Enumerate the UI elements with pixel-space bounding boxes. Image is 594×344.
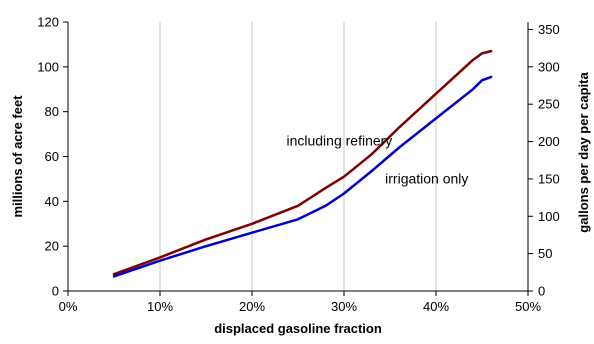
series-annotation-1: including refinery — [286, 132, 392, 148]
y2-tick-label: 350 — [538, 22, 560, 37]
annotations: including refinery irrigation only — [286, 132, 468, 186]
x-tick-label: 0% — [59, 299, 78, 314]
y2-tick-label: 50 — [538, 246, 552, 261]
x-tick-label: 50% — [515, 299, 541, 314]
series-annotation-2: irrigation only — [385, 170, 468, 186]
x-tick-label: 30% — [331, 299, 357, 314]
y-axis-title: millions of acre feet — [10, 95, 25, 218]
y-tick-label: 20 — [45, 239, 59, 254]
y-tick-label: 60 — [45, 149, 59, 164]
y2-axis-title: gallons per day per capita — [576, 72, 591, 233]
y-tick-label: 100 — [37, 59, 59, 74]
y2-tick-label: 300 — [538, 59, 560, 74]
y-tick-label: 120 — [37, 15, 59, 30]
y-tick-label: 80 — [45, 104, 59, 119]
y2-tick-label: 100 — [538, 209, 560, 224]
y2-tick-label: 200 — [538, 134, 560, 149]
tick-labels: 0% 10% 20% 30% 40% 50%02040608010012005010015… — [37, 15, 559, 315]
y2-tick-label: 150 — [538, 171, 560, 186]
y2-tick-label: 0 — [538, 284, 545, 299]
x-tick-label: 10% — [147, 299, 173, 314]
y-tick-label: 0 — [52, 284, 59, 299]
x-axis-title: displaced gasoline fraction — [214, 321, 382, 336]
data-series — [112, 49, 493, 278]
x-tick-label: 40% — [423, 299, 449, 314]
axes — [63, 21, 533, 296]
y2-tick-label: 250 — [538, 97, 560, 112]
y-tick-label: 40 — [45, 194, 59, 209]
series-line-2 — [112, 75, 493, 278]
x-tick-label: 20% — [239, 299, 265, 314]
series-line-1 — [112, 49, 493, 276]
vertical-gridlines — [159, 22, 529, 291]
